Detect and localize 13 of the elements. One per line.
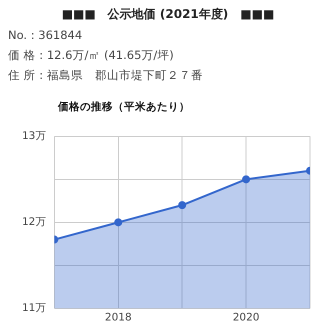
point	[242, 175, 250, 184]
text: 価 格 : 12.6万/㎡ (41.65万/坪)	[8, 48, 174, 63]
text: 住 所 : 福島県 郡山市堤下町２７番	[8, 68, 203, 83]
x-tick-label: 2018	[104, 311, 132, 324]
point	[178, 201, 186, 210]
text: No. : 361844	[8, 28, 82, 42]
x-tick-label: 2020	[232, 311, 260, 324]
y-tick-label: 13万	[22, 130, 46, 142]
chart-subtitle: 価格の推移（平米あたり）	[58, 100, 190, 114]
point	[114, 218, 122, 226]
chart-title: ■■■ 公示地価 (2021年度) ■■■	[60, 6, 276, 23]
y-tick-label: 11万	[22, 302, 46, 314]
y-tick-label: 12万	[22, 216, 46, 228]
